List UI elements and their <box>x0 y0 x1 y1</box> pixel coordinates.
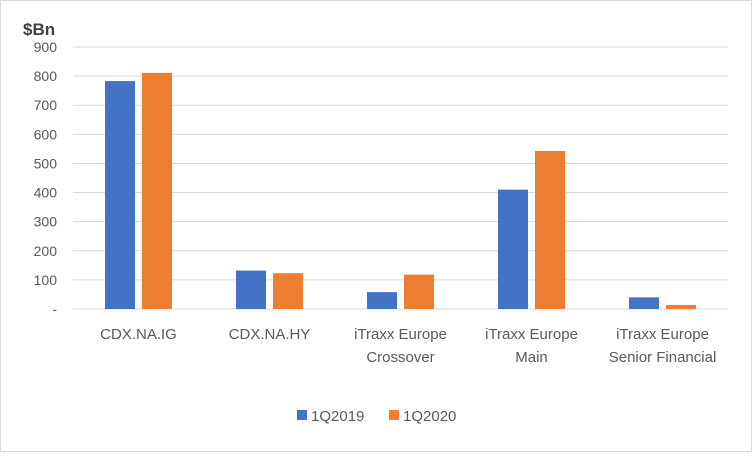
bar-1Q2020-1 <box>273 273 303 309</box>
y-tick-label: 100 <box>34 272 58 288</box>
bar-1Q2019-1 <box>236 270 266 309</box>
legend-label: 1Q2020 <box>403 408 456 425</box>
x-category-label: iTraxx Europe <box>485 326 578 343</box>
x-category-label: Main <box>515 349 548 366</box>
bar-1Q2019-3 <box>498 189 528 309</box>
y-tick-label: 900 <box>34 39 58 55</box>
x-category-label: iTraxx Europe <box>616 326 709 343</box>
bar-1Q2020-3 <box>535 150 565 309</box>
gridlines <box>73 46 728 310</box>
y-tick-label: 800 <box>34 68 58 84</box>
y-tick-label: 600 <box>34 126 58 142</box>
legend-swatch-1Q2019 <box>297 410 307 420</box>
bar-1Q2019-0 <box>105 81 135 309</box>
y-tick-label: 300 <box>34 214 58 230</box>
x-category-label: iTraxx Europe <box>354 326 447 343</box>
x-category-label: CDX.NA.HY <box>229 326 311 343</box>
x-category-label: Senior Financial <box>609 349 717 366</box>
y-tick-label: 400 <box>34 185 58 201</box>
y-axis-title: $Bn <box>23 20 55 39</box>
x-category-label: Crossover <box>366 349 434 366</box>
bar-1Q2019-2 <box>367 292 397 309</box>
x-axis-categories: CDX.NA.IG CDX.NA.HY iTraxx Europe Crossover… <box>100 326 716 366</box>
y-tick-label: 500 <box>34 155 58 171</box>
bar-1Q2020-2 <box>404 274 434 309</box>
legend-label: 1Q2019 <box>311 408 364 425</box>
legend-swatch-1Q2020 <box>389 410 399 420</box>
legend: 1Q2019 1Q2020 <box>297 408 456 425</box>
y-tick-label: - <box>52 301 57 317</box>
y-tick-label: 700 <box>34 97 58 113</box>
y-tick-label: 200 <box>34 243 58 259</box>
bar-1Q2019-4 <box>629 297 659 309</box>
bar-1Q2020-4 <box>666 304 696 309</box>
x-category-label: CDX.NA.IG <box>100 326 177 343</box>
bar-1Q2020-0 <box>142 72 172 309</box>
y-axis-ticks: - 100 200 300 400 500 600 700 800 900 <box>34 39 58 317</box>
bars <box>105 72 696 309</box>
